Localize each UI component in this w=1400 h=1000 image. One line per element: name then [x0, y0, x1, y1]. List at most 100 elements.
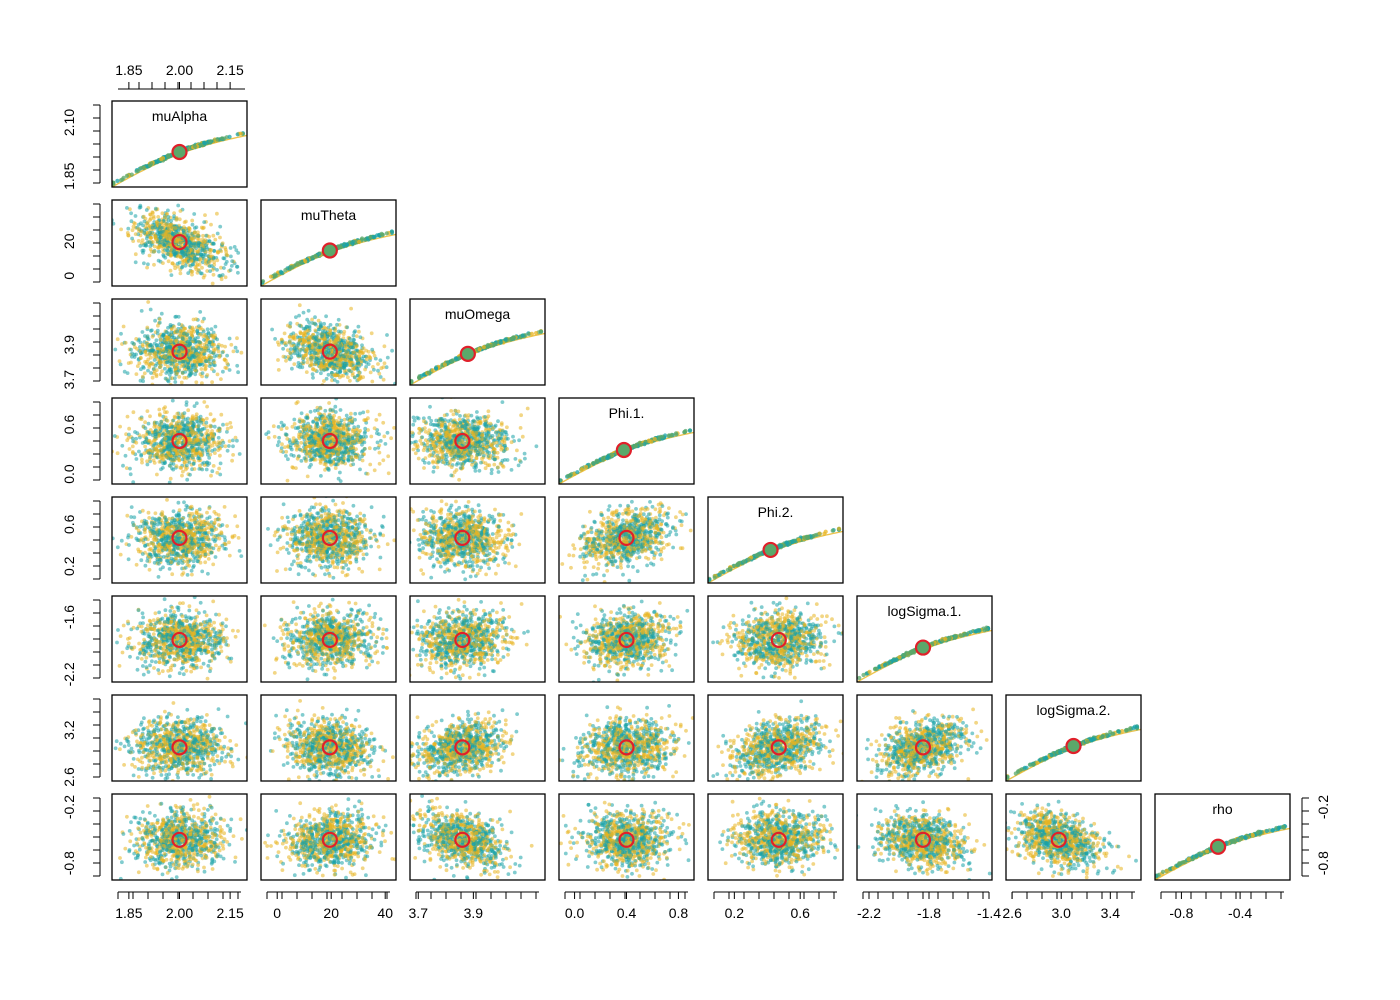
- data-point: [229, 254, 233, 259]
- data-point: [163, 405, 168, 409]
- data-point: [220, 241, 225, 246]
- data-point: [341, 332, 346, 336]
- data-point: [147, 438, 152, 443]
- data-point: [351, 333, 356, 338]
- data-point: [210, 449, 215, 453]
- data-point: [229, 425, 234, 429]
- data-point: [313, 457, 318, 462]
- data-point: [285, 478, 290, 483]
- data-point: [188, 337, 193, 341]
- data-point: [323, 408, 328, 413]
- data-point: [158, 422, 162, 427]
- data-point: [357, 329, 361, 334]
- data-point: [350, 366, 355, 371]
- data-point: [221, 422, 225, 427]
- data-point: [139, 367, 143, 372]
- data-point: [201, 418, 206, 422]
- data-point: [148, 414, 152, 419]
- data-point: [181, 229, 186, 233]
- data-point: [125, 206, 129, 210]
- data-point: [178, 436, 182, 441]
- data-point: [161, 261, 165, 265]
- data-point: [358, 335, 363, 340]
- data-point: [305, 357, 310, 361]
- data-point: [364, 420, 369, 425]
- data-point: [135, 347, 139, 351]
- data-point: [165, 410, 169, 414]
- data-point: [361, 350, 366, 355]
- data-point: [223, 275, 228, 280]
- data-point: [288, 350, 293, 355]
- data-point: [154, 372, 159, 377]
- data-point: [141, 379, 146, 384]
- data-point: [214, 442, 219, 447]
- data-point: [140, 330, 145, 334]
- data-point: [134, 372, 139, 376]
- data-point: [215, 337, 220, 342]
- data-point: [144, 432, 149, 437]
- data-point: [208, 139, 213, 144]
- data-point: [203, 366, 208, 371]
- data-point: [140, 350, 145, 355]
- data-point: [426, 370, 431, 375]
- data-point: [157, 317, 162, 321]
- data-point: [167, 480, 172, 484]
- data-point: [195, 351, 199, 356]
- data-point: [386, 454, 391, 459]
- data-point: [217, 466, 222, 471]
- data-point: [191, 317, 196, 322]
- data-point: [135, 431, 140, 436]
- data-point: [147, 163, 152, 168]
- data-point: [338, 352, 343, 357]
- data-point: [141, 243, 146, 248]
- data-point: [328, 331, 333, 336]
- data-point: [185, 333, 189, 337]
- data-point: [143, 350, 148, 354]
- data-point: [371, 365, 375, 369]
- data-point: [151, 214, 156, 219]
- data-point: [197, 356, 201, 360]
- data-point: [430, 368, 435, 373]
- data-point: [164, 222, 169, 227]
- data-point: [147, 362, 152, 367]
- data-point: [142, 219, 147, 224]
- data-point: [371, 350, 376, 355]
- data-point: [382, 361, 387, 366]
- data-point: [212, 424, 217, 429]
- data-point: [215, 231, 220, 236]
- data-point: [130, 340, 135, 345]
- data-point: [319, 361, 324, 366]
- data-point: [333, 466, 338, 470]
- data-point: [190, 429, 195, 434]
- data-point: [152, 244, 157, 249]
- data-point: [168, 476, 173, 481]
- data-point: [162, 428, 167, 433]
- data-point: [201, 334, 206, 339]
- data-point: [209, 222, 213, 227]
- data-point: [200, 319, 205, 324]
- data-point: [284, 341, 288, 345]
- data-point: [288, 347, 293, 351]
- data-point: [200, 362, 205, 367]
- data-point: [130, 450, 135, 454]
- data-point: [159, 311, 164, 316]
- data-point: [115, 178, 120, 183]
- data-point: [200, 265, 204, 270]
- data-point: [119, 331, 123, 336]
- data-point: [183, 252, 188, 257]
- data-point: [194, 448, 199, 453]
- data-point: [158, 365, 162, 369]
- data-point: [168, 346, 173, 350]
- data-point: [176, 203, 181, 208]
- data-point: [166, 215, 171, 219]
- data-point: [198, 340, 202, 345]
- data-point: [173, 376, 177, 381]
- data-point: [336, 329, 341, 334]
- data-point: [182, 220, 187, 225]
- data-point: [171, 451, 176, 456]
- data-point: [175, 371, 180, 376]
- data-point: [144, 437, 149, 442]
- data-point: [485, 342, 491, 348]
- data-point: [133, 214, 138, 218]
- data-point: [351, 350, 356, 355]
